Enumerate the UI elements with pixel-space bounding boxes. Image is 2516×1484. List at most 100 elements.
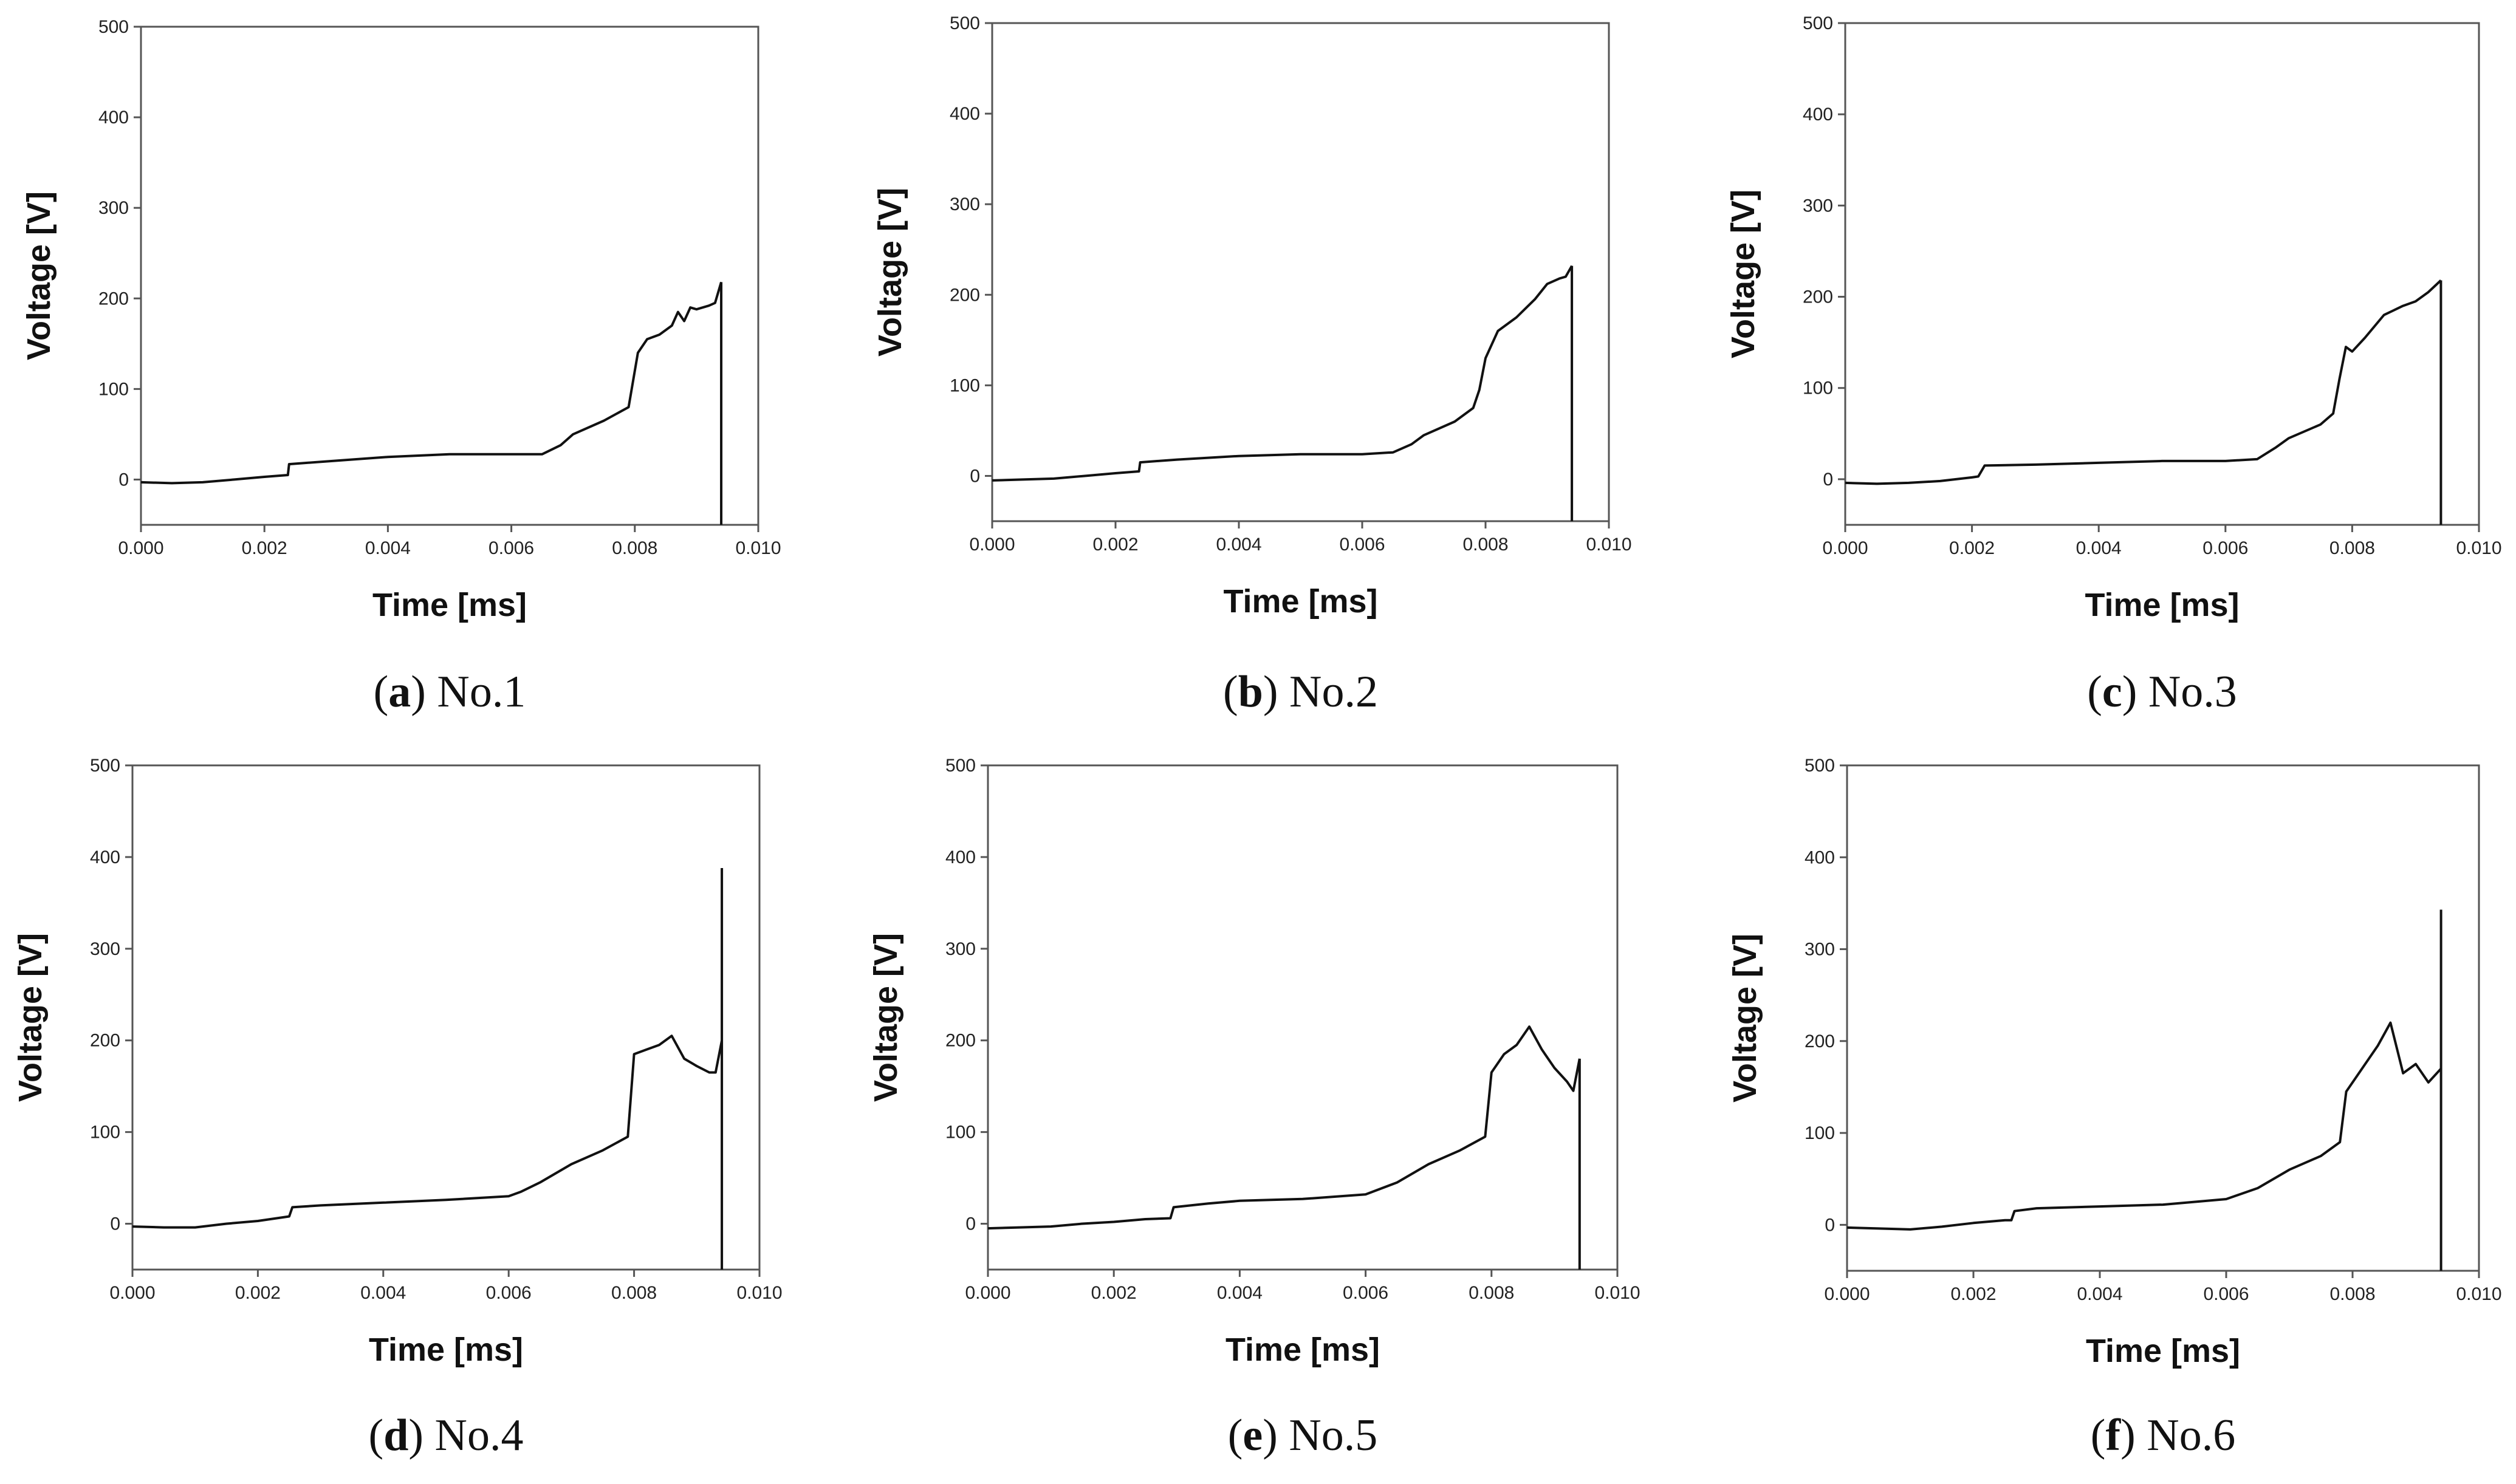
y-tick-label: 300 <box>950 194 980 214</box>
caption-letter: a <box>388 667 411 717</box>
plot-frame <box>1844 22 2480 526</box>
y-tick-label: 0 <box>110 1214 120 1234</box>
x-tick-label: 0.008 <box>611 1283 657 1303</box>
x-tick-label: 0.004 <box>1216 535 1261 555</box>
panel-caption: (e) No.5 <box>1228 1410 1378 1460</box>
chart-panel-e: 0 100 200 300 400 500 0.000 0.002 0.004 0.006 0.00… <box>868 756 1640 1460</box>
caption-paren-close: ) <box>1263 1410 1289 1460</box>
plot-frame <box>987 764 1619 1271</box>
y-tick-label: 200 <box>1805 1031 1835 1051</box>
chart-panel-b: 0 100 200 300 400 500 0.000 0.002 0.004 0.006 0.00… <box>872 13 1632 717</box>
y-tick-label: 500 <box>945 756 976 776</box>
chart-panel-d: 0 100 200 300 400 500 0.000 0.002 0.004 0.006 0.00… <box>12 756 783 1460</box>
caption-paren-open: ( <box>1228 1410 1243 1460</box>
y-tick-label: 200 <box>98 289 129 309</box>
y-tick-label: 100 <box>90 1123 120 1143</box>
x-tick-label: 0.010 <box>736 1283 782 1303</box>
plot-frame <box>991 22 1610 522</box>
y-tick-label: 500 <box>1803 13 1833 33</box>
y-tick-label: 300 <box>98 198 129 218</box>
voltage-series-line <box>1845 279 2442 485</box>
caption-paren-open: ( <box>374 667 389 717</box>
panel-caption: (b) No.2 <box>1223 667 1378 717</box>
x-tick-label: 0.006 <box>1339 535 1385 555</box>
y-axis-title: Voltage [V] <box>1727 934 1763 1103</box>
y-tick-label: 100 <box>1805 1123 1835 1143</box>
voltage-series-line <box>140 281 722 485</box>
x-axis-title: Time [ms] <box>2085 587 2239 623</box>
caption-letter: c <box>2102 667 2122 717</box>
x-axis-title: Time [ms] <box>372 587 527 623</box>
x-tick-label: 0.000 <box>1822 538 1868 558</box>
y-tick-label: 500 <box>950 13 980 33</box>
y-tick-label: 100 <box>98 379 129 399</box>
y-tick-label: 300 <box>1805 940 1835 960</box>
y-tick-label: 0 <box>118 470 129 490</box>
y-tick-label: 300 <box>945 939 976 959</box>
y-tick-label: 200 <box>945 1031 976 1051</box>
x-tick-label: 0.002 <box>1950 1284 1996 1304</box>
y-tick-label: 400 <box>1805 847 1835 867</box>
x-tick-label: 0.002 <box>242 538 287 558</box>
y-tick-label: 500 <box>90 756 120 776</box>
x-tick-label: 0.008 <box>2329 1284 2375 1304</box>
x-tick-label: 0.000 <box>969 535 1015 555</box>
y-tick-label: 300 <box>1803 196 1833 216</box>
y-tick-label: 100 <box>945 1123 976 1143</box>
x-tick-label: 0.000 <box>1824 1284 1870 1304</box>
chart-panel-f: 0 100 200 300 400 500 0.000 0.002 0.004 0.006 0.00… <box>1727 756 2502 1460</box>
y-tick-label: 0 <box>970 466 980 486</box>
caption-letter: f <box>2105 1410 2121 1460</box>
y-tick-label: 0 <box>1823 470 1833 490</box>
x-tick-label: 0.002 <box>1091 1283 1137 1303</box>
chart-panel-c: 0 100 200 300 400 500 0.000 0.002 0.004 0.006 0.00… <box>1725 13 2502 717</box>
plot-frame <box>131 764 761 1271</box>
y-tick-label: 200 <box>1803 287 1833 307</box>
x-tick-label: 0.004 <box>2076 538 2122 558</box>
caption-paren-close: ) <box>2120 1410 2147 1460</box>
x-tick-label: 0.010 <box>1586 535 1631 555</box>
caption-paren-open: ( <box>369 1410 384 1460</box>
chart-panel-a: 0 100 200 300 400 500 0.000 0.002 0.004 0.006 0.00… <box>21 17 781 717</box>
x-tick-label: 0.002 <box>235 1283 281 1303</box>
x-axis-title: Time [ms] <box>369 1332 523 1368</box>
x-axis-title: Time [ms] <box>1225 1332 1380 1368</box>
x-tick-label: 0.000 <box>118 538 163 558</box>
x-tick-label: 0.004 <box>360 1283 406 1303</box>
caption-paren-close: ) <box>2122 667 2148 717</box>
y-tick-label: 500 <box>98 17 129 37</box>
y-tick-label: 400 <box>945 847 976 867</box>
x-tick-label: 0.006 <box>486 1283 532 1303</box>
y-axis-title: Voltage [V] <box>868 933 904 1102</box>
caption-paren-open: ( <box>2087 667 2102 717</box>
x-tick-label: 0.000 <box>109 1283 155 1303</box>
x-axis-title: Time [ms] <box>2086 1333 2240 1369</box>
caption-paren-close: ) <box>408 1410 434 1460</box>
caption-text: No.4 <box>435 1410 524 1460</box>
caption-paren-open: ( <box>1223 667 1238 717</box>
x-tick-label: 0.006 <box>2203 1284 2249 1304</box>
caption-text: No.2 <box>1289 667 1378 717</box>
y-tick-label: 500 <box>1805 756 1835 776</box>
x-tick-label: 0.006 <box>1343 1283 1388 1303</box>
caption-paren-close: ) <box>411 667 437 717</box>
x-tick-label: 0.008 <box>2329 538 2375 558</box>
y-tick-label: 100 <box>1803 378 1833 398</box>
caption-text: No.1 <box>437 667 526 717</box>
y-tick-label: 200 <box>950 285 980 305</box>
x-tick-label: 0.004 <box>365 538 411 558</box>
x-tick-label: 0.010 <box>735 538 781 558</box>
voltage-series-line <box>992 265 1573 482</box>
x-tick-label: 0.010 <box>2456 538 2501 558</box>
x-tick-label: 0.002 <box>1949 538 1995 558</box>
y-tick-label: 300 <box>90 939 120 959</box>
x-axis-title: Time [ms] <box>1223 583 1377 620</box>
y-tick-label: 0 <box>1825 1215 1835 1235</box>
x-tick-label: 0.004 <box>2077 1284 2122 1304</box>
x-tick-label: 0.006 <box>2202 538 2248 558</box>
x-tick-label: 0.010 <box>2456 1284 2501 1304</box>
y-tick-label: 0 <box>965 1214 976 1234</box>
y-tick-label: 400 <box>98 108 129 128</box>
caption-letter: d <box>383 1410 408 1460</box>
plot-frame <box>1846 764 2480 1272</box>
